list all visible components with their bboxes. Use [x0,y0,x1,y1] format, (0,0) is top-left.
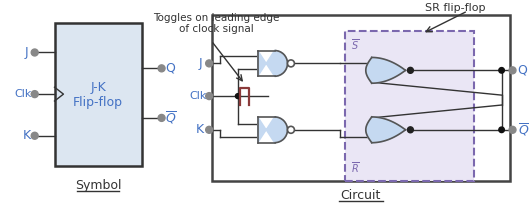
Circle shape [509,126,516,133]
Circle shape [158,65,165,72]
Circle shape [31,91,38,98]
Text: J: J [25,46,29,59]
Circle shape [31,49,38,56]
Text: Symbol: Symbol [75,179,121,192]
Circle shape [287,126,295,133]
Circle shape [407,67,413,73]
Polygon shape [366,117,405,143]
Polygon shape [366,57,405,83]
Text: $\overline{Q}$: $\overline{Q}$ [518,122,529,138]
Text: Clk: Clk [14,89,32,99]
Circle shape [158,114,165,121]
Text: Clk: Clk [189,91,207,101]
Circle shape [509,67,516,74]
Circle shape [499,68,504,73]
Text: K: K [23,129,31,142]
Circle shape [206,126,213,133]
Text: Q: Q [166,62,176,75]
Circle shape [206,93,213,100]
Text: J-K
Flip-flop: J-K Flip-flop [73,81,123,109]
Circle shape [287,60,295,67]
Bar [345,31,474,181]
Circle shape [206,60,213,67]
Text: $\overline{R}$: $\overline{R}$ [351,160,360,175]
Text: Circuit: Circuit [341,189,381,202]
Circle shape [31,132,38,139]
Text: Q: Q [517,64,527,77]
Text: SR flip-flop: SR flip-flop [425,3,486,13]
Circle shape [499,127,504,133]
Text: $\overline{Q}$: $\overline{Q}$ [165,110,177,126]
Bar [54,23,142,167]
Text: Toggles on leading edge
of clock signal: Toggles on leading edge of clock signal [153,13,279,34]
Bar [212,15,509,181]
Text: $\overline{S}$: $\overline{S}$ [351,37,359,52]
Polygon shape [258,51,287,76]
Circle shape [235,94,240,98]
Text: K: K [196,123,204,136]
Text: J: J [198,57,202,70]
Polygon shape [258,117,287,143]
Circle shape [407,127,413,133]
